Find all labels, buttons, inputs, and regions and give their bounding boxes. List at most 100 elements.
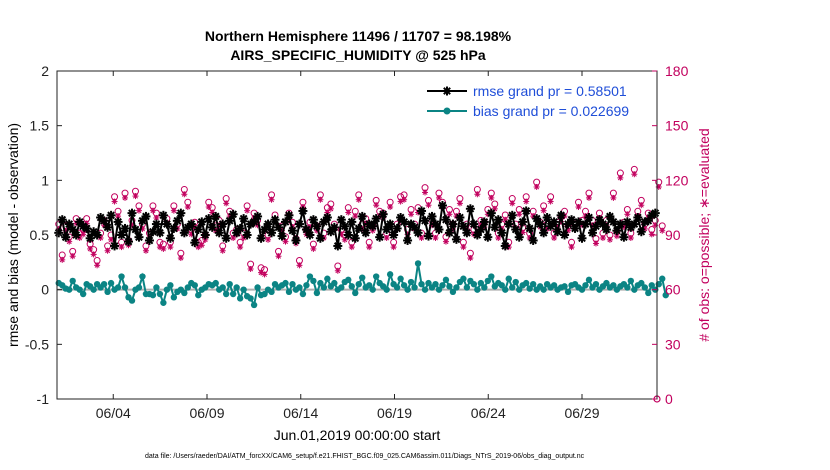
series-lines bbox=[54, 200, 669, 309]
obs-evaluated-point bbox=[547, 198, 554, 205]
bias-point bbox=[282, 279, 289, 287]
bias-point bbox=[550, 282, 558, 289]
rmse-point bbox=[493, 215, 503, 225]
rmse-point bbox=[354, 223, 364, 233]
rmse-point bbox=[584, 213, 594, 223]
bias-point bbox=[641, 284, 648, 291]
rmse-point bbox=[312, 221, 322, 231]
obs-evaluated-point bbox=[94, 262, 101, 269]
legend: rmse grand pr = 0.58501 bias grand pr = … bbox=[422, 78, 649, 122]
bias-point bbox=[512, 278, 519, 286]
obs-evaluated-point bbox=[551, 235, 558, 241]
rmse-point bbox=[197, 217, 207, 227]
x-tick-label: 06/29 bbox=[564, 405, 599, 421]
obs-evaluated-point bbox=[247, 265, 254, 272]
legend-box bbox=[422, 78, 649, 122]
y-tick-label: -1 bbox=[37, 391, 50, 407]
bias-point bbox=[261, 290, 268, 298]
rmse-point bbox=[260, 225, 270, 235]
legend-marker-bias bbox=[443, 107, 451, 115]
rmse-point bbox=[500, 241, 510, 251]
rmse-point bbox=[267, 228, 277, 238]
bias-point bbox=[603, 279, 610, 287]
obs-evaluated-point bbox=[592, 240, 599, 247]
obs-evaluated-point bbox=[69, 253, 76, 260]
bias-point bbox=[585, 276, 593, 284]
rmse-point bbox=[567, 215, 577, 225]
bias-point bbox=[156, 290, 164, 298]
bias-point bbox=[453, 284, 460, 291]
rmse-point bbox=[549, 217, 559, 227]
rmse-point bbox=[301, 225, 311, 235]
y2-tick-label: 180 bbox=[665, 63, 689, 79]
rmse-point bbox=[103, 222, 113, 232]
bias-point bbox=[470, 281, 478, 288]
rmse-point bbox=[580, 219, 590, 229]
rmse-point bbox=[619, 232, 629, 242]
obs-evaluated-point bbox=[104, 247, 111, 254]
bias-point bbox=[181, 289, 188, 297]
obs-evaluated-point bbox=[223, 200, 230, 207]
bias-point bbox=[526, 285, 533, 292]
rmse-point bbox=[165, 233, 175, 243]
bias-point bbox=[407, 278, 415, 286]
obs-evaluated-point bbox=[90, 251, 97, 258]
bias-point bbox=[449, 288, 457, 296]
obs-evaluated-point bbox=[265, 236, 272, 243]
x-axis-label: Jun.01,2019 00:00:00 start bbox=[274, 427, 441, 443]
rmse-point bbox=[211, 211, 221, 221]
rmse-point bbox=[448, 219, 458, 229]
obs-evaluated-point bbox=[261, 271, 268, 278]
rmse-point bbox=[92, 230, 102, 240]
obs-evaluated-point bbox=[474, 191, 481, 198]
bias-point bbox=[121, 284, 129, 291]
bias-point bbox=[317, 279, 324, 287]
rmse-point bbox=[458, 221, 468, 231]
rmse-point bbox=[190, 238, 200, 248]
bias-point bbox=[502, 286, 509, 293]
legend-entry-bias: bias grand pr = 0.022699 bbox=[473, 103, 629, 119]
rmse-point bbox=[347, 217, 357, 227]
bias-point bbox=[435, 286, 443, 293]
rmse-point bbox=[368, 221, 378, 231]
rmse-point bbox=[455, 213, 465, 223]
rmse-point bbox=[99, 216, 109, 226]
bias-point bbox=[421, 286, 429, 293]
rmse-point bbox=[253, 211, 263, 221]
rmse-point bbox=[399, 217, 409, 227]
obs-evaluated-point bbox=[442, 238, 449, 245]
obs-evaluated-point bbox=[540, 207, 547, 214]
chart-subtitle: AIRS_SPECIFIC_HUMIDITY @ 525 hPa bbox=[230, 47, 486, 63]
y-tick-label: 2 bbox=[41, 63, 49, 79]
obs-evaluated-point bbox=[282, 238, 289, 245]
obs-evaluated-point bbox=[167, 244, 174, 251]
obs-evaluated-point bbox=[366, 244, 373, 251]
rmse-point bbox=[553, 227, 563, 237]
bias-point bbox=[100, 281, 108, 288]
rmse-point bbox=[601, 225, 611, 235]
bias-point bbox=[128, 297, 136, 304]
rmse-point bbox=[221, 233, 231, 243]
legend-marker-rmse bbox=[442, 86, 452, 96]
bias-point bbox=[624, 284, 631, 291]
obs-evaluated-point bbox=[275, 253, 282, 260]
rmse-point bbox=[574, 217, 584, 227]
rmse-point bbox=[451, 234, 461, 244]
bias-point bbox=[592, 281, 600, 288]
bias-point bbox=[118, 273, 125, 280]
rmse-point bbox=[225, 216, 235, 226]
rmse-point bbox=[587, 228, 597, 238]
rmse-point bbox=[385, 219, 395, 229]
rmse-point bbox=[403, 235, 413, 245]
rmse-point bbox=[357, 211, 367, 221]
bias-point bbox=[397, 275, 404, 282]
obs-evaluated-point bbox=[149, 207, 156, 214]
obs-evaluated-point bbox=[135, 207, 142, 214]
bias-point bbox=[352, 289, 359, 297]
rmse-point bbox=[200, 230, 210, 240]
obs-evaluated-point bbox=[456, 200, 463, 207]
bias-point bbox=[582, 282, 589, 289]
obs-evaluated-point bbox=[170, 207, 177, 214]
rmse-point bbox=[308, 215, 318, 225]
obs-evaluated-point bbox=[268, 196, 275, 203]
